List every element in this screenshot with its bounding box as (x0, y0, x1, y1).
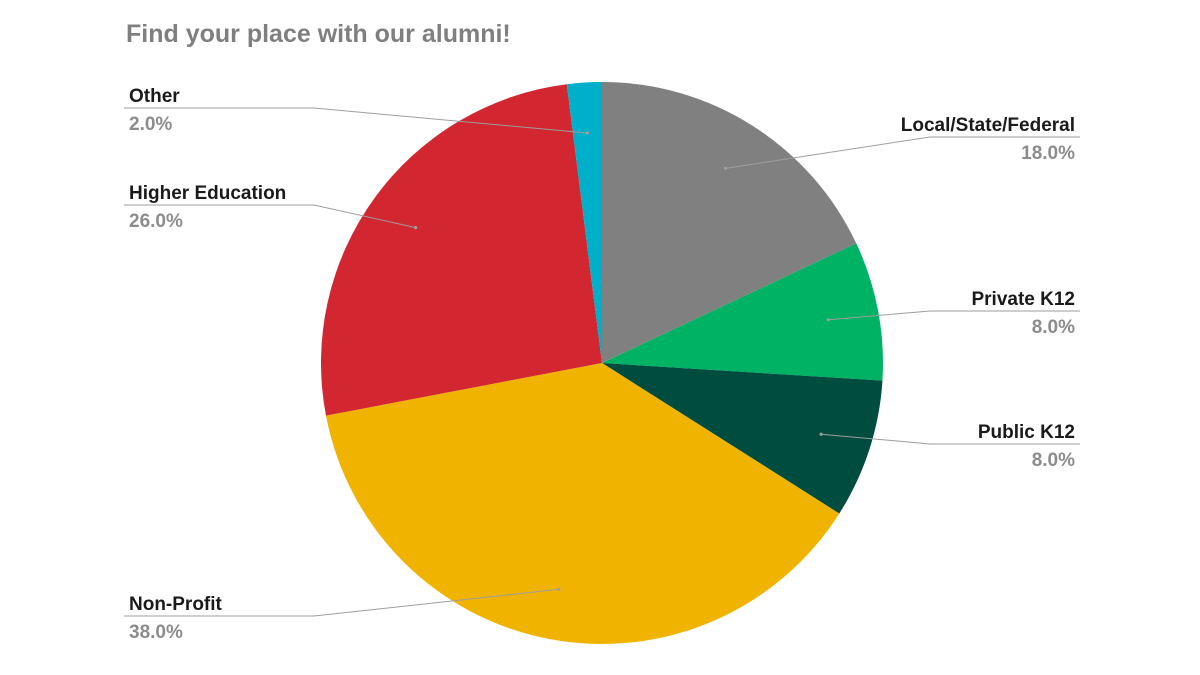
leader-dot-public-k12 (819, 432, 823, 436)
pie-slices (321, 82, 884, 645)
pie-slice-higher-education (321, 84, 602, 416)
slice-label-local-state-federal: Local/State/Federal (901, 115, 1075, 136)
slice-label-public-k12: Public K12 (978, 422, 1075, 443)
pie-slice-private-k12 (602, 243, 884, 381)
leader-line-public-k12 (821, 433, 1080, 445)
leader-lines (124, 107, 1080, 617)
leader-dot-higher-education (414, 226, 418, 230)
leader-line-non-profit (124, 588, 559, 617)
slice-label-higher-education: Higher Education (129, 183, 286, 204)
leader-line-private-k12 (828, 310, 1080, 321)
pie-slice-other (566, 82, 602, 363)
slice-value-local-state-federal: 18.0% (1021, 143, 1075, 164)
leader-dot-local-state-federal (723, 166, 728, 170)
leader-dot-private-k12 (826, 318, 830, 322)
slice-value-public-k12: 8.0% (1032, 450, 1075, 471)
pie-slice-local-state-federal (602, 82, 857, 363)
slice-value-private-k12: 8.0% (1032, 317, 1075, 338)
leader-dot-other (585, 131, 590, 135)
leader-line-local-state-federal (725, 136, 1080, 169)
slice-label-private-k12: Private K12 (971, 289, 1075, 310)
slice-value-non-profit: 38.0% (129, 622, 183, 643)
slice-value-higher-education: 26.0% (129, 211, 183, 232)
leader-line-other (124, 107, 588, 134)
pie-slice-public-k12 (602, 363, 883, 514)
leader-dot-non-profit (557, 587, 561, 591)
pie-slice-non-profit (325, 363, 840, 645)
leader-line-higher-education (124, 204, 416, 229)
slice-labels: Local/State/Federal 18.0% Private K12 8.0% P… (129, 86, 1075, 643)
slice-value-other: 2.0% (129, 114, 172, 135)
chart-title: Find your place with our alumni! (126, 20, 511, 48)
slice-label-non-profit: Non-Profit (129, 594, 223, 615)
slice-label-other: Other (129, 86, 180, 107)
